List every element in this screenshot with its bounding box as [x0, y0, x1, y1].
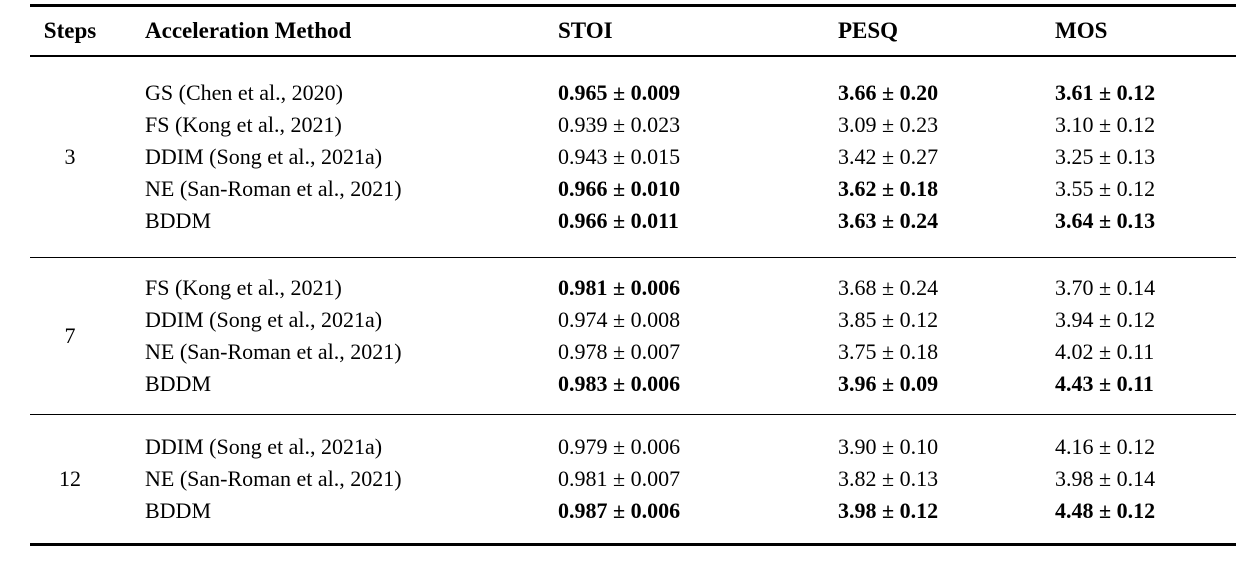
- steps-group-label: 3: [64, 144, 76, 169]
- method-cell: FS (Kong et al., 2021): [145, 275, 342, 300]
- pesq-cell: 3.09 ± 0.23: [838, 112, 939, 137]
- pesq-cell: 3.63 ± 0.24: [838, 208, 939, 233]
- steps-12-section: 12 DDIM (Song et al., 2021a) 0.979 ± 0.0…: [30, 414, 1236, 545]
- col-header-steps: Steps: [43, 18, 97, 43]
- stoi-cell: 0.965 ± 0.009: [558, 80, 681, 105]
- table-row: 3 GS (Chen et al., 2020) 0.965 ± 0.009 3…: [30, 56, 1236, 169]
- pesq-cell: 3.66 ± 0.20: [838, 80, 939, 105]
- mos-cell: 3.94 ± 0.12: [1055, 307, 1156, 332]
- method-cell: BDDM: [145, 498, 212, 523]
- mos-cell: 3.55 ± 0.12: [1055, 176, 1156, 201]
- mos-cell: 3.61 ± 0.12: [1055, 80, 1156, 105]
- table-row: 7 FS (Kong et al., 2021) 0.981 ± 0.006 3…: [30, 258, 1236, 348]
- stoi-cell: 0.966 ± 0.010: [558, 176, 681, 201]
- method-cell: DDIM (Song et al., 2021a): [145, 307, 383, 332]
- steps-7-section: 7 FS (Kong et al., 2021) 0.981 ± 0.006 3…: [30, 257, 1236, 415]
- mos-cell: 3.70 ± 0.14: [1055, 275, 1156, 300]
- table-row: BDDM 0.966 ± 0.011 3.63 ± 0.24 3.64 ± 0.…: [30, 205, 1236, 258]
- method-cell: BDDM: [145, 208, 212, 233]
- stoi-cell: 0.943 ± 0.015: [558, 144, 681, 169]
- mos-cell: 4.16 ± 0.12: [1055, 434, 1156, 459]
- pesq-cell: 3.96 ± 0.09: [838, 371, 939, 396]
- stoi-cell: 0.981 ± 0.007: [558, 466, 681, 491]
- table-row: 12 DDIM (Song et al., 2021a) 0.979 ± 0.0…: [30, 415, 1236, 491]
- table-row: DDIM (Song et al., 2021a) 0.974 ± 0.008 …: [30, 304, 1236, 336]
- pesq-cell: 3.75 ± 0.18: [838, 339, 939, 364]
- pesq-cell: 3.85 ± 0.12: [838, 307, 939, 332]
- col-header-method: Acceleration Method: [145, 18, 352, 43]
- method-cell: FS (Kong et al., 2021): [145, 112, 342, 137]
- method-cell: NE (San-Roman et al., 2021): [145, 466, 402, 491]
- steps-group-label: 12: [59, 466, 81, 491]
- stoi-cell: 0.987 ± 0.006: [558, 498, 681, 523]
- table-row: DDIM (Song et al., 2021a) 0.943 ± 0.015 …: [30, 141, 1236, 173]
- mos-cell: 3.10 ± 0.12: [1055, 112, 1156, 137]
- table-row: NE (San-Roman et al., 2021) 0.966 ± 0.01…: [30, 173, 1236, 205]
- method-cell: GS (Chen et al., 2020): [145, 80, 343, 105]
- stoi-cell: 0.979 ± 0.006: [558, 434, 681, 459]
- col-header-mos: MOS: [1055, 18, 1108, 43]
- method-cell: BDDM: [145, 371, 212, 396]
- mos-cell: 3.98 ± 0.14: [1055, 466, 1156, 491]
- mos-cell: 3.64 ± 0.13: [1055, 208, 1156, 233]
- mos-cell: 4.48 ± 0.12: [1055, 498, 1156, 523]
- stoi-cell: 0.966 ± 0.011: [558, 208, 679, 233]
- method-cell: DDIM (Song et al., 2021a): [145, 144, 383, 169]
- stoi-cell: 0.939 ± 0.023: [558, 112, 681, 137]
- pesq-cell: 3.42 ± 0.27: [838, 144, 939, 169]
- mos-cell: 3.25 ± 0.13: [1055, 144, 1156, 169]
- method-cell: NE (San-Roman et al., 2021): [145, 176, 402, 201]
- col-header-pesq: PESQ: [838, 18, 899, 43]
- table-row: BDDM 0.983 ± 0.006 3.96 ± 0.09 4.43 ± 0.…: [30, 368, 1236, 415]
- pesq-cell: 3.62 ± 0.18: [838, 176, 939, 201]
- stoi-cell: 0.974 ± 0.008: [558, 307, 681, 332]
- stoi-cell: 0.983 ± 0.006: [558, 371, 681, 396]
- steps-group-label: 7: [64, 323, 76, 348]
- stoi-cell: 0.978 ± 0.007: [558, 339, 681, 364]
- pesq-cell: 3.90 ± 0.10: [838, 434, 939, 459]
- method-cell: NE (San-Roman et al., 2021): [145, 339, 402, 364]
- table-row: NE (San-Roman et al., 2021) 0.978 ± 0.00…: [30, 336, 1236, 368]
- table-row: FS (Kong et al., 2021) 0.939 ± 0.023 3.0…: [30, 109, 1236, 141]
- table-row: NE (San-Roman et al., 2021) 0.981 ± 0.00…: [30, 463, 1236, 495]
- table-row: BDDM 0.987 ± 0.006 3.98 ± 0.12 4.48 ± 0.…: [30, 495, 1236, 545]
- stoi-cell: 0.981 ± 0.006: [558, 275, 681, 300]
- pesq-cell: 3.82 ± 0.13: [838, 466, 939, 491]
- mos-cell: 4.02 ± 0.11: [1055, 339, 1155, 364]
- table-header-row: Steps Acceleration Method STOI PESQ MOS: [30, 6, 1236, 56]
- col-header-stoi: STOI: [558, 18, 613, 43]
- method-cell: DDIM (Song et al., 2021a): [145, 434, 383, 459]
- mos-cell: 4.43 ± 0.11: [1055, 371, 1154, 396]
- steps-3-section: 3 GS (Chen et al., 2020) 0.965 ± 0.009 3…: [30, 56, 1236, 258]
- pesq-cell: 3.98 ± 0.12: [838, 498, 939, 523]
- results-table: Steps Acceleration Method STOI PESQ MOS …: [30, 4, 1236, 546]
- pesq-cell: 3.68 ± 0.24: [838, 275, 939, 300]
